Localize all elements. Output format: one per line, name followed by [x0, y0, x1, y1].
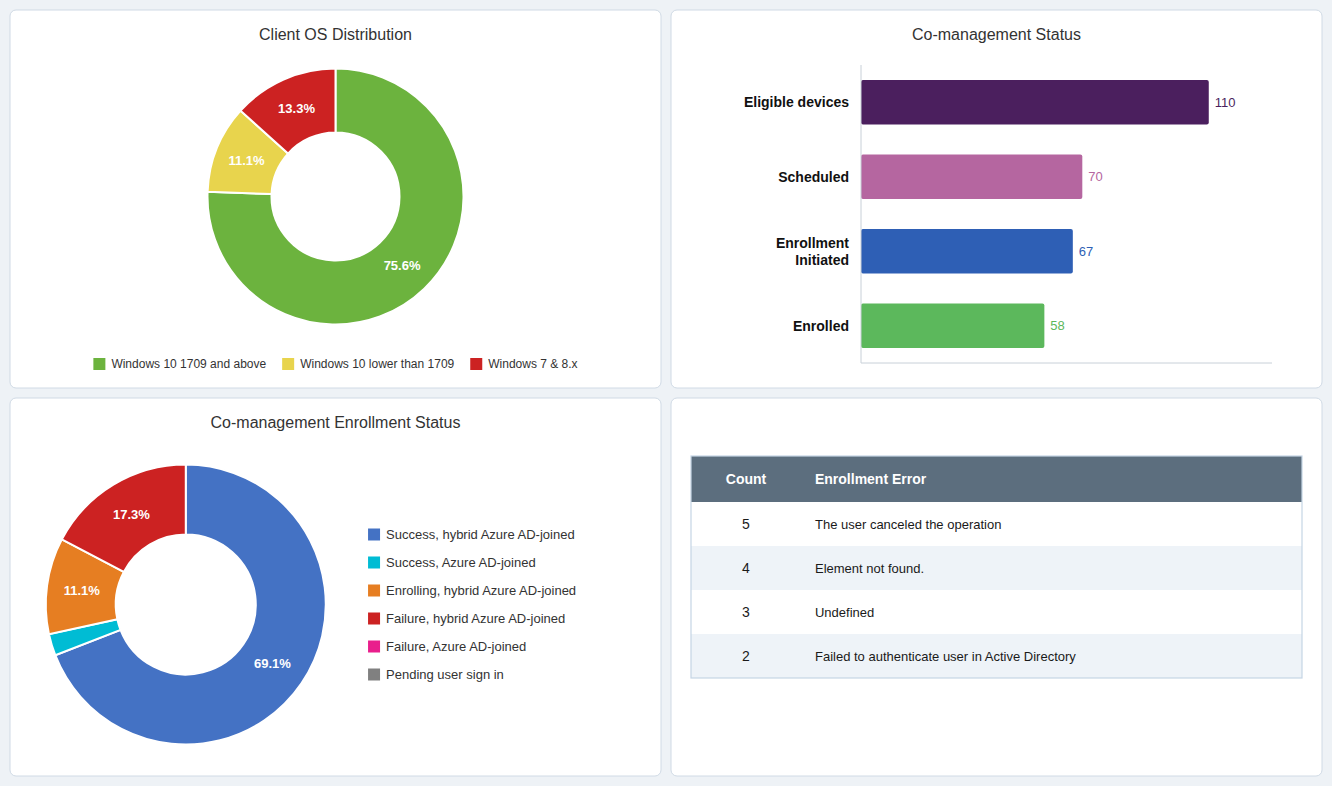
bar: [861, 80, 1209, 125]
legend-label: Enrolling, hybrid Azure AD-joined: [386, 583, 576, 598]
data-label: 67: [1079, 244, 1093, 259]
donut-slice: [62, 465, 186, 572]
legend-swatch: [368, 669, 380, 681]
table-cell: 4: [742, 560, 750, 576]
legend-label: Failure, Azure AD-joined: [386, 639, 526, 654]
table-cell: 5: [742, 516, 750, 532]
x-axis-line: [861, 363, 1272, 364]
data-label: 69.1%: [254, 656, 291, 671]
legend-label: Windows 7 & 8.x: [488, 357, 577, 371]
y-axis-line: [861, 65, 862, 363]
legend: Windows 10 1709 and above Windows 10 lowe…: [93, 357, 577, 371]
table-row: [691, 590, 1302, 634]
legend-item: Failure, hybrid Azure AD-joined: [368, 611, 565, 626]
panel: [10, 398, 661, 776]
legend-item: Pending user sign in: [368, 667, 504, 682]
legend-label: Pending user sign in: [386, 667, 504, 682]
donut-slice: [241, 69, 336, 154]
dashboard-canvas: Client OS Distribution 75.6% 11.1% 13.3% Win…: [0, 0, 1332, 786]
table-cell: 2: [742, 648, 750, 664]
data-label: 11.1%: [229, 153, 266, 168]
panel: [671, 10, 1322, 388]
table-header-cell: Count: [726, 471, 767, 487]
legend-item: Failure, Azure AD-joined: [368, 639, 526, 654]
legend-label: Windows 10 lower than 1709: [300, 357, 454, 371]
y-tick-label-line: Initiated: [795, 252, 849, 268]
legend-label: Windows 10 1709 and above: [111, 357, 266, 371]
legend-swatch: [368, 585, 380, 597]
y-tick-label-line: Enrollment: [776, 235, 849, 251]
legend-item: Enrolling, hybrid Azure AD-joined: [368, 583, 576, 598]
bar: [861, 303, 1044, 348]
legend-swatch: [368, 641, 380, 653]
table-cell: 3: [742, 604, 750, 620]
legend-item: Success, hybrid Azure AD-joined: [368, 527, 575, 542]
dashboard: Client OS Distribution 75.6% 11.1% 13.3% Win…: [0, 0, 1332, 786]
legend-label: Failure, hybrid Azure AD-joined: [386, 611, 565, 626]
bars: [861, 80, 1209, 348]
table-cell: The user canceled the operation: [815, 517, 1001, 532]
y-tick-label-line: Scheduled: [778, 169, 849, 185]
data-label: 13.3%: [278, 101, 315, 116]
y-tick-label: Eligible devices: [744, 94, 849, 110]
table-header-cell: Enrollment Error: [815, 471, 927, 487]
donut-slice: [185, 465, 186, 535]
y-tick-label-line: Eligible devices: [744, 94, 849, 110]
legend-swatch: [282, 358, 294, 370]
legend: Success, hybrid Azure AD-joined Success, …: [368, 527, 576, 682]
bar: [861, 154, 1082, 199]
chart-title: Client OS Distribution: [259, 26, 412, 43]
y-tick-label: EnrollmentInitiated: [776, 235, 849, 268]
legend-label: Success, Azure AD-joined: [386, 555, 536, 570]
donut: [46, 465, 326, 745]
y-tick-label: Scheduled: [778, 169, 849, 185]
table-row: [691, 546, 1302, 590]
bar-texts: 110 Eligible devices 70 Scheduled 67 Enrollme…: [744, 94, 1236, 334]
data-label: 75.6%: [384, 258, 421, 273]
legend-swatch: [470, 358, 482, 370]
legend-item: Windows 7 & 8.x: [470, 357, 577, 371]
y-tick-label-line: Enrolled: [793, 318, 849, 334]
legend-item: Windows 10 1709 and above: [93, 357, 266, 371]
table-row: [691, 502, 1302, 546]
donut: [208, 69, 464, 325]
donut-labels: 69.1% 11.1% 17.3%: [64, 507, 292, 671]
chart-title: Co-management Enrollment Status: [211, 414, 461, 431]
chart-title: Co-management Status: [912, 26, 1081, 43]
panel: [10, 10, 661, 388]
legend-item: Success, Azure AD-joined: [368, 555, 536, 570]
panel: [671, 398, 1322, 776]
donut-slice: [185, 465, 186, 535]
table-header: [691, 456, 1302, 502]
table-cell: Undefined: [815, 605, 874, 620]
legend-swatch: [368, 529, 380, 541]
donut-slice: [208, 69, 464, 325]
legend-swatch: [93, 358, 105, 370]
table-border: [691, 456, 1302, 678]
bar: [861, 229, 1073, 274]
table: Count Enrollment Error 5 The user canceled …: [691, 456, 1302, 678]
data-label: 70: [1088, 169, 1102, 184]
table-cell: Element not found.: [815, 561, 924, 576]
y-tick-label: Enrolled: [793, 318, 849, 334]
legend-swatch: [368, 557, 380, 569]
legend-item: Windows 10 lower than 1709: [282, 357, 454, 371]
table-row: [691, 634, 1302, 678]
data-label: 110: [1215, 95, 1236, 110]
legend-swatch: [368, 613, 380, 625]
data-label: 11.1%: [64, 583, 101, 598]
table-cell: Failed to authenticate user in Active Di…: [815, 649, 1076, 664]
data-label: 17.3%: [113, 507, 150, 522]
legend-label: Success, hybrid Azure AD-joined: [386, 527, 575, 542]
donut-labels: 75.6% 11.1% 13.3%: [229, 101, 421, 273]
data-label: 58: [1050, 318, 1064, 333]
